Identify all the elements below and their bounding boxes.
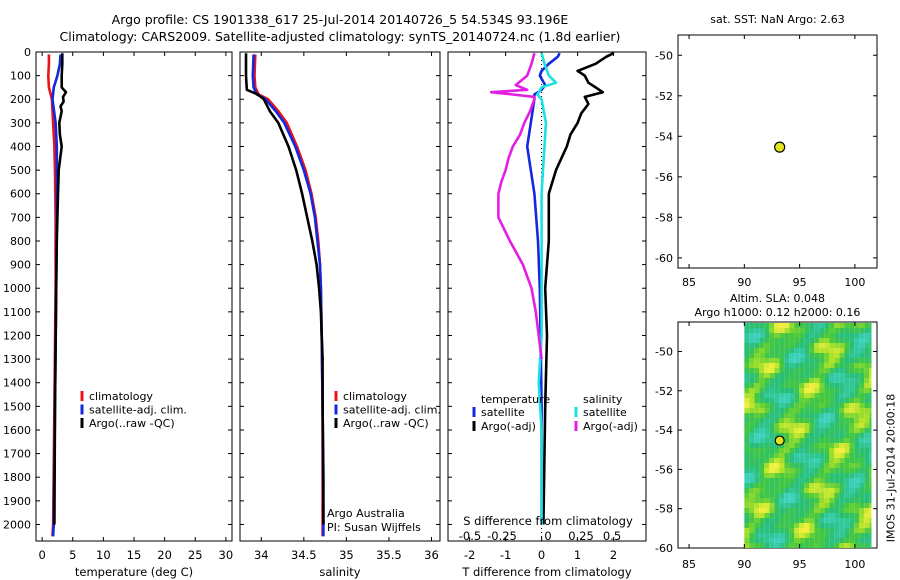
sla-map-title-line1: Altim. SLA: 0.048 [730,292,825,305]
depth-tick-label: 600 [10,188,31,201]
difference-x-tick-label: 0 [538,548,545,562]
diff-s-tick-label: 0.5 [603,529,621,543]
sst-x-tick-label: 90 [737,276,751,289]
sst-x-tick-label: 85 [682,276,696,289]
sla-y-tick-label: -52 [655,385,673,398]
diff-legend-header-salinity: salinity [583,393,623,406]
salinity-x-tick-label: 36 [424,548,439,562]
temperature-x-tick-label: 5 [69,548,76,562]
salinity-x-tick-label: 34.5 [291,548,317,562]
temperature-x-tick-label: 10 [96,548,111,562]
difference-series-salinity-satellite [535,52,558,525]
sst-y-tick-label: -56 [655,171,673,184]
sst-y-tick-label: -54 [655,130,673,143]
argo-australia-label: Argo Australia [327,507,405,520]
diff-legend-label: Argo(-adj) [481,420,536,433]
depth-tick-label: 1800 [3,471,31,484]
difference-series-temperature-argo-adj- [542,52,615,525]
depth-tick-label: 400 [10,140,31,153]
diff-legend-label: Argo(-adj) [583,420,638,433]
figure-title-line1: Argo profile: CS 1901338_617 25-Jul-2014… [111,12,569,27]
sst-y-tick-label: -58 [655,211,673,224]
diff-s-axis-label: S difference from climatology [463,514,633,528]
sla-x-tick-label: 95 [793,558,807,571]
salinity-legend-label: climatology [343,390,407,403]
difference-x-tick-label: -2 [464,548,475,562]
diff-legend-label: satellite [481,406,525,419]
temperature-legend-label: Argo(..raw -QC) [89,417,175,430]
sla-y-tick-label: -56 [655,463,673,476]
sst-y-tick-label: -60 [655,252,673,265]
sla-x-tick-label: 90 [737,558,751,571]
argo-float-marker [774,435,785,446]
sla-x-tick-label: 85 [682,558,696,571]
diff-legend-header-temperature: temperature [481,393,550,406]
sst-y-tick-label: -52 [655,90,673,103]
temperature-x-tick-label: 15 [127,548,142,562]
salinity-x-tick-label: 35 [339,548,354,562]
difference-axes-box [447,51,647,542]
temperature-x-axis-label: temperature (deg C) [75,565,193,579]
diff-s-tick-label: 0.25 [568,529,594,543]
argo-float-marker [774,141,786,153]
figure-title-line2: Climatology: CARS2009. Satellite-adjuste… [59,29,621,44]
depth-tick-label: 1300 [3,353,31,366]
sst-x-tick-label: 95 [793,276,807,289]
sla-map-title-line2: Argo h1000: 0.12 h2000: 0.16 [695,306,861,319]
sst-map-title: sat. SST: NaN Argo: 2.63 [710,13,844,26]
depth-tick-label: 1900 [3,495,31,508]
difference-x-tick-label: 1 [574,548,581,562]
depth-tick-label: 1100 [3,306,31,319]
temperature-x-tick-label: 25 [188,548,203,562]
pi-label: PI: Susan Wijffels [327,521,421,534]
temperature-x-tick-label: 20 [157,548,172,562]
difference-series-salinity-argo-adj- [489,52,543,360]
depth-tick-label: 1000 [3,282,31,295]
salinity-legend-label: Argo(..raw -QC) [343,417,429,430]
sla-y-tick-label: -58 [655,503,673,516]
diff-s-tick-label: -0.25 [487,529,517,543]
depth-tick-label: 800 [10,235,31,248]
temperature-legend-label: climatology [89,390,153,403]
imos-timestamp-label: IMOS 31-Jul-2014 20:00:18 [884,393,898,543]
depth-tick-label: 700 [10,211,31,224]
depth-tick-label: 1400 [3,377,31,390]
sla-heatmap-field [744,323,872,548]
salinity-axes-box [239,51,441,542]
sla-y-tick-label: -50 [655,345,673,358]
difference-x-tick-label: -1 [500,548,511,562]
sla-x-tick-label: 100 [844,558,865,571]
depth-tick-label: 100 [10,70,31,83]
salinity-x-tick-label: 35.5 [376,548,402,562]
temperature-series-argo-raw-qc- [53,53,68,525]
salinity-x-tick-label: 34 [254,548,269,562]
depth-tick-label: 2000 [3,518,31,531]
sst-y-tick-label: -50 [655,49,673,62]
depth-tick-label: 1600 [3,424,31,437]
difference-x-axis-label: T difference from climatology [461,565,632,579]
depth-tick-label: 500 [10,164,31,177]
sla-y-tick-label: -54 [655,424,673,437]
sla-y-tick-label: -60 [655,542,673,555]
diff-s-tick-label: -0.5 [459,529,481,543]
sst-x-tick-label: 100 [844,276,865,289]
diff-legend-label: satellite [583,406,627,419]
depth-tick-label: 200 [10,93,31,106]
temperature-legend-label: satellite-adj. clim. [89,404,187,417]
temperature-axes-box [35,51,233,542]
depth-tick-label: 1700 [3,448,31,461]
temperature-x-tick-label: 30 [219,548,234,562]
salinity-x-axis-label: salinity [319,565,360,579]
depth-tick-label: 0 [24,46,31,59]
depth-tick-label: 900 [10,259,31,272]
temperature-x-tick-label: 0 [38,548,45,562]
diff-s-tick-label: 0 [544,529,551,543]
salinity-legend-label: satellite-adj. clim. [343,404,441,417]
depth-tick-label: 1200 [3,329,31,342]
depth-tick-label: 300 [10,117,31,130]
difference-x-tick-label: 2 [610,548,617,562]
salinity-series-argo-raw-qc- [244,53,325,525]
depth-tick-label: 1500 [3,400,31,413]
